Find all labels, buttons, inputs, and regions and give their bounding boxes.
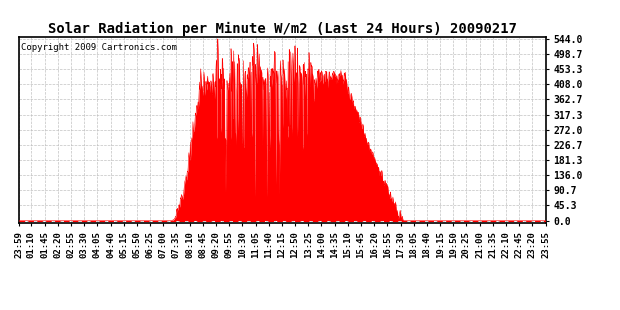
Text: Copyright 2009 Cartronics.com: Copyright 2009 Cartronics.com bbox=[21, 43, 177, 52]
Title: Solar Radiation per Minute W/m2 (Last 24 Hours) 20090217: Solar Radiation per Minute W/m2 (Last 24… bbox=[48, 22, 516, 36]
